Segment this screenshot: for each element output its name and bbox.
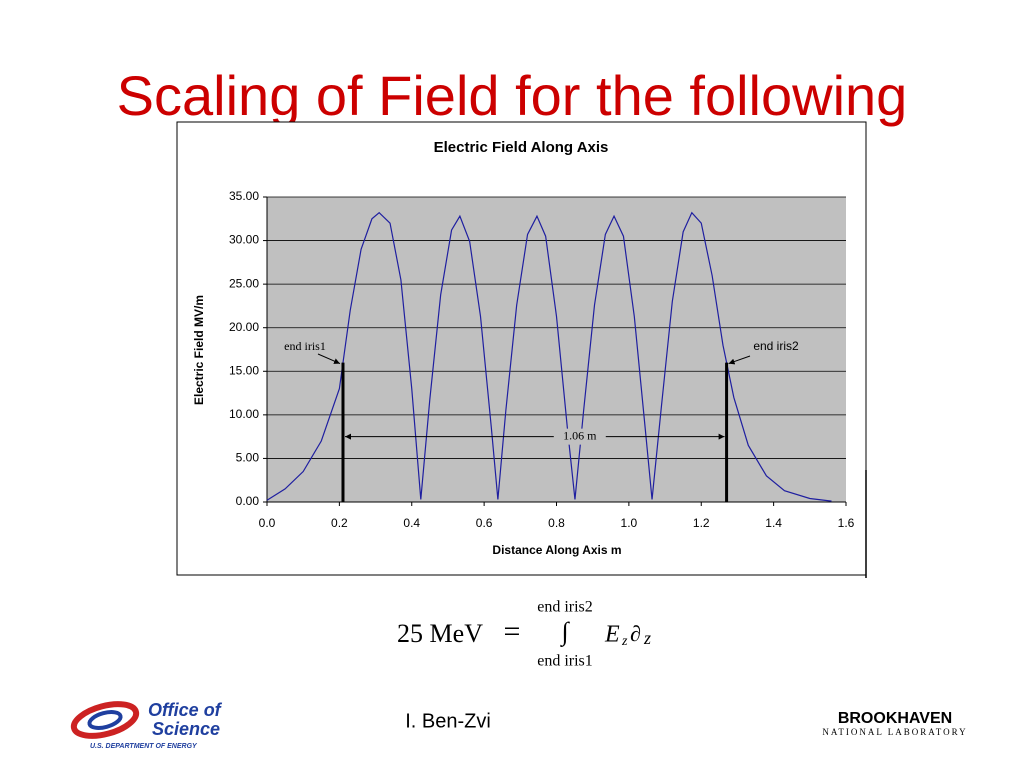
y-tick-label: 10.00 [229,407,259,421]
y-tick-label: 25.00 [229,276,259,290]
x-tick-label: 1.6 [838,516,855,530]
eq-lhs: 25 MeV [397,619,483,648]
author: I. Ben-Zvi [405,710,491,732]
x-tick-label: 0.0 [259,516,276,530]
y-tick-label: 5.00 [236,451,260,465]
y-tick-label: 0.00 [236,494,260,508]
logo-swirl-inner [87,710,123,730]
y-tick-label: 20.00 [229,320,259,334]
slide-title: Scaling of Field for the following [117,64,908,127]
x-tick-label: 1.4 [765,516,782,530]
bnl-line1: BROOKHAVEN [838,710,952,727]
bnl-line2: NATIONAL LABORATORY [822,727,967,737]
span-label-bg [553,428,606,445]
annotation: end iris1 [284,339,326,353]
eq-integral: ∫ [559,617,570,647]
x-tick-label: 0.4 [403,516,420,530]
y-tick-label: 15.00 [229,363,259,377]
plot: 0.00 5.00 10.00 15.00 20.00 25.00 30.00 35.00 0.… [229,189,855,530]
annotation: end iris2 [753,339,799,353]
x-tick-label: 1.2 [693,516,710,530]
eq-z-sub: z [621,634,628,649]
x-tick-label: 0.6 [476,516,493,530]
eq-equals: = [504,615,521,648]
x-tick-label: 1.0 [621,516,638,530]
chart-title: Electric Field Along Axis [434,139,609,156]
y-tick-label: 30.00 [229,233,259,247]
y-tick-label: 35.00 [229,189,259,203]
annotation: 1.06 m [563,428,597,442]
eq-upper: end iris2 [537,599,593,616]
field-line [266,211,832,502]
eq-lower: end iris1 [537,653,593,670]
doe-logo: Office of Science U.S. DEPARTMENT OF ENE… [70,700,223,750]
x-tick-label: 0.8 [548,516,565,530]
eq-partial: ∂ [630,621,641,646]
eq-e: E [604,622,620,648]
doe-line1: Office of [148,700,223,720]
annotation-arrow [317,353,341,365]
doe-line3: U.S. DEPARTMENT OF ENERGY [90,743,198,750]
doe-line2: Science [152,719,220,739]
x-tick-label: 0.2 [331,516,348,530]
x-axis-label: Distance Along Axis m [492,543,621,557]
eq-z: z [643,628,651,648]
logo-swirl [70,701,140,739]
plot-area [267,197,846,502]
equation: 25 MeV = ∫ end iris2 end iris1 E z ∂ z [397,599,651,670]
y-axis-label: Electric Field MV/m [192,295,206,405]
annotation-arrow [728,355,751,365]
